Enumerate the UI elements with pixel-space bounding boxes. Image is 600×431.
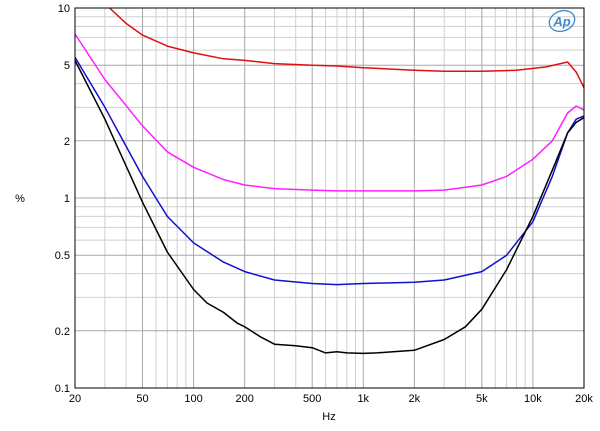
x-tick-label: 20k <box>575 393 593 405</box>
x-tick-label: 2k <box>409 393 421 405</box>
series-layer <box>74 7 585 355</box>
series-line-4 <box>74 60 585 355</box>
series-line-1 <box>109 7 585 89</box>
y-tick-label: 5 <box>64 60 70 72</box>
y-tick-label: 0.2 <box>55 326 70 338</box>
y-tick-labels: 0.1 0.2 0.5 1 2 5 10 <box>55 3 70 395</box>
y-tick-label: 0.5 <box>55 250 70 262</box>
x-tick-label: 1k <box>357 393 369 405</box>
x-tick-label: 100 <box>184 393 202 405</box>
x-tick-label: 10k <box>524 393 542 405</box>
y-tick-label: 1 <box>64 193 70 205</box>
plot-border <box>74 7 585 389</box>
x-tick-label: 50 <box>136 393 148 405</box>
ap-logo-icon: Ap <box>548 9 576 33</box>
y-tick-label: 10 <box>58 3 70 15</box>
y-tick-label: 0.1 <box>55 383 70 395</box>
series-line-3 <box>74 56 585 286</box>
series-line-2 <box>74 33 585 192</box>
y-tick-label: 2 <box>64 136 70 148</box>
x-tick-labels: 20 50 100 200 500 1k 2k 5k 10k 20k <box>69 393 593 405</box>
x-tick-label: 200 <box>235 393 253 405</box>
x-tick-label: 20 <box>69 393 81 405</box>
ap-logo-text: Ap <box>552 14 570 29</box>
y-axis-label: % <box>15 193 25 205</box>
x-tick-label: 500 <box>303 393 321 405</box>
grid-major-lines <box>74 8 585 389</box>
x-tick-label: 5k <box>476 393 488 405</box>
x-axis-label: Hz <box>322 411 335 423</box>
